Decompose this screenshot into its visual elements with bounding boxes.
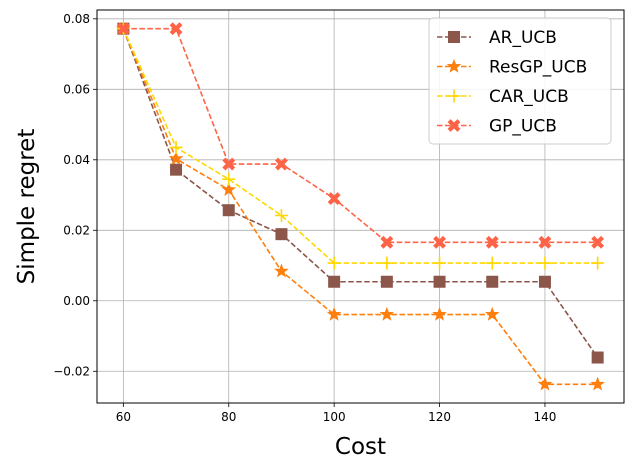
data-point-AR_UCB — [433, 275, 446, 288]
data-point-AR_UCB — [170, 163, 183, 176]
legend-marker — [446, 58, 462, 73]
data-point-ResGP_UCB — [537, 376, 553, 391]
data-point-ResGP_UCB — [221, 182, 237, 196]
series-GP_UCB — [116, 22, 605, 249]
legend-label: GP_UCB — [489, 117, 557, 137]
data-point-CAR_UCB — [169, 140, 183, 154]
data-point-GP_UCB — [591, 235, 605, 249]
data-point-GP_UCB — [538, 235, 552, 249]
series-line-CAR_UCB — [122, 28, 598, 264]
data-point-ResGP_UCB — [168, 151, 184, 165]
x-axis: 60 80 100 120 140 — [116, 403, 556, 424]
data-point-GP_UCB — [116, 22, 130, 36]
y-axis: −0.02 0.00 0.02 0.04 0.06 0.08 — [53, 12, 97, 378]
x-tick-label: 80 — [221, 410, 236, 424]
series-line-ResGP_UCB — [122, 28, 598, 386]
y-tick-label: 0.00 — [63, 294, 90, 308]
y-tick-label: 0.04 — [63, 153, 90, 167]
series-layer — [116, 21, 605, 391]
legend-item-ResGP_UCB: ResGP_UCB — [437, 58, 587, 78]
data-point-GP_UCB — [485, 235, 499, 249]
data-point-AR_UCB — [275, 228, 288, 241]
data-point-CAR_UCB — [591, 256, 605, 270]
data-point-ResGP_UCB — [484, 306, 500, 321]
data-point-CAR_UCB — [327, 256, 341, 270]
data-point-ResGP_UCB — [379, 306, 395, 321]
data-point-CAR_UCB — [485, 256, 499, 270]
data-point-CAR_UCB — [538, 256, 552, 270]
data-point-AR_UCB — [538, 275, 551, 288]
legend-marker — [447, 89, 461, 103]
legend-item-AR_UCB: AR_UCB — [437, 28, 557, 48]
data-point-AR_UCB — [380, 275, 393, 288]
y-tick-label: −0.02 — [53, 364, 90, 378]
data-point-CAR_UCB — [274, 208, 288, 222]
legend-item-CAR_UCB: CAR_UCB — [437, 87, 569, 107]
legend-marker — [448, 31, 460, 43]
x-tick-label: 120 — [428, 410, 451, 424]
y-tick-label: 0.06 — [63, 82, 90, 96]
x-tick-label: 140 — [533, 410, 556, 424]
data-point-ResGP_UCB — [274, 263, 289, 278]
data-point-GP_UCB — [327, 192, 341, 205]
x-tick-label: 100 — [323, 410, 346, 424]
data-point-AR_UCB — [328, 275, 341, 288]
legend-item-GP_UCB: GP_UCB — [437, 117, 557, 137]
data-point-GP_UCB — [222, 157, 236, 171]
data-point-AR_UCB — [591, 351, 604, 364]
data-point-AR_UCB — [222, 204, 235, 217]
data-point-GP_UCB — [169, 22, 183, 36]
data-point-CAR_UCB — [380, 256, 394, 270]
legend-label: AR_UCB — [489, 28, 557, 48]
data-point-GP_UCB — [380, 235, 394, 249]
y-tick-label: 0.02 — [63, 223, 90, 237]
data-point-CAR_UCB — [433, 256, 447, 270]
plot-frame — [96, 9, 625, 404]
y-tick-label: 0.08 — [63, 12, 90, 26]
y-axis-label: Simple regret — [14, 129, 40, 285]
data-point-GP_UCB — [433, 235, 446, 249]
x-tick-label: 60 — [116, 410, 131, 424]
data-point-GP_UCB — [275, 157, 288, 171]
data-point-CAR_UCB — [222, 172, 236, 186]
legend-box — [428, 17, 612, 145]
series-line-AR_UCB — [122, 28, 599, 358]
data-point-ResGP_UCB — [326, 306, 342, 321]
data-point-ResGP_UCB — [432, 306, 447, 321]
legend-label: ResGP_UCB — [489, 58, 587, 78]
legend-marker — [447, 119, 461, 132]
legend: AR_UCB ResGP_UCB CAR_UCB GP_UCB — [428, 17, 612, 145]
data-point-ResGP_UCB — [590, 376, 605, 391]
data-point-AR_UCB — [486, 275, 499, 288]
x-axis-label: Cost — [335, 434, 386, 460]
legend-label: CAR_UCB — [489, 87, 569, 107]
series-line-GP_UCB — [123, 27, 598, 244]
